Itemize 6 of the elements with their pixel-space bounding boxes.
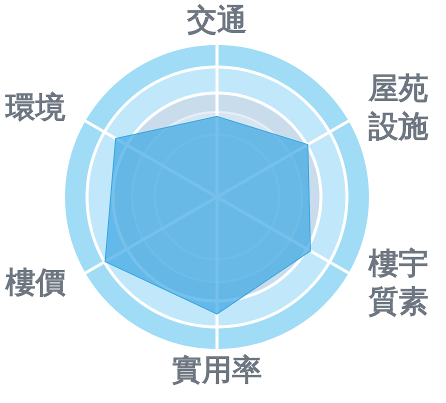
spoke-label: 樓宇質素 [368,246,429,320]
spoke-label: 交通 [186,2,247,38]
spoke-label: 環境 [4,90,66,126]
spoke-label: 屋苑設施 [368,71,429,144]
spoke-label: 樓價 [4,265,66,300]
spoke-label: 實用率 [172,352,262,388]
